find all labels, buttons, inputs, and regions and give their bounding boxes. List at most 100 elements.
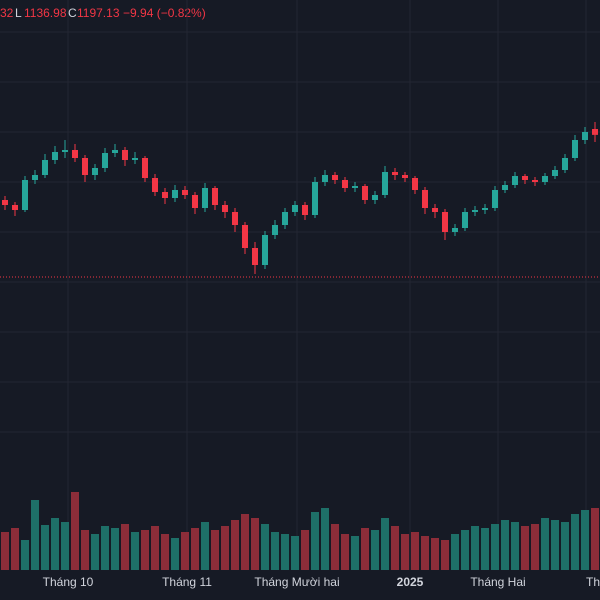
candle-body xyxy=(62,150,68,152)
volume-bar xyxy=(111,528,119,570)
candle-body xyxy=(152,178,158,192)
volume-bar xyxy=(231,520,239,570)
volume-bar xyxy=(551,520,559,570)
volume-bar xyxy=(41,525,49,570)
volume-bar xyxy=(391,526,399,570)
volume-bar xyxy=(91,534,99,570)
candle-body xyxy=(232,212,238,225)
candle-body xyxy=(322,175,328,182)
x-tick-label: Tháng 10 xyxy=(43,575,94,589)
x-tick-label: Tháng 11 xyxy=(162,575,212,589)
candle-body xyxy=(352,186,358,188)
volume-bar xyxy=(591,508,599,570)
volume-bar xyxy=(121,524,129,570)
candle-body xyxy=(462,212,468,228)
volume-bar xyxy=(11,528,19,570)
volume-bar xyxy=(521,526,529,570)
candle-body xyxy=(92,168,98,175)
candle-body xyxy=(562,158,568,170)
volume-bar xyxy=(181,532,189,570)
volume-bar xyxy=(141,530,149,570)
candle-body xyxy=(452,228,458,232)
volume-bar xyxy=(261,524,269,570)
volume-bar xyxy=(411,532,419,570)
x-tick-label: Tháng Mười hai xyxy=(254,575,339,589)
volume-bar xyxy=(331,524,339,570)
candle-body xyxy=(302,205,308,215)
volume-bar xyxy=(451,534,459,570)
header-partial: 32 xyxy=(0,6,14,20)
candle-body xyxy=(512,176,518,185)
header-low-label: L xyxy=(15,6,22,20)
candle-body xyxy=(372,195,378,200)
candle-body xyxy=(12,205,18,210)
volume-bar xyxy=(491,524,499,570)
candle-body xyxy=(442,212,448,232)
volume-bar xyxy=(61,522,69,570)
candle-body xyxy=(582,132,588,140)
volume-bar xyxy=(291,536,299,570)
candle-body xyxy=(362,186,368,200)
x-tick-label: Tháng Hai xyxy=(470,575,525,589)
volume-bar xyxy=(501,520,509,570)
candle-body xyxy=(172,190,178,198)
header-low: 1136.98 xyxy=(24,6,67,20)
volume-bar xyxy=(321,508,329,570)
volume-bar xyxy=(371,530,379,570)
candle-body xyxy=(32,175,38,180)
candle-body xyxy=(552,170,558,176)
volume-bar xyxy=(461,530,469,570)
candle-body xyxy=(72,150,78,158)
candle-body xyxy=(492,190,498,208)
header-close-label: C xyxy=(68,6,77,20)
volume-bar xyxy=(241,514,249,570)
volume-bar xyxy=(1,532,9,570)
candle-body xyxy=(282,212,288,225)
candle-body xyxy=(402,175,408,178)
candle-body xyxy=(572,140,578,158)
candle-body xyxy=(122,150,128,160)
volume-bar xyxy=(351,536,359,570)
candle-body xyxy=(222,205,228,212)
candle-body xyxy=(82,158,88,175)
volume-bar xyxy=(471,526,479,570)
candle-body xyxy=(292,205,298,212)
candle-body xyxy=(272,225,278,235)
volume-bar xyxy=(581,510,589,570)
volume-bar xyxy=(211,530,219,570)
volume-bar xyxy=(301,530,309,570)
candle-body xyxy=(202,188,208,208)
volume-bar xyxy=(191,528,199,570)
candle-body xyxy=(382,172,388,195)
volume-bar xyxy=(171,538,179,570)
candle-body xyxy=(592,129,598,135)
volume-bar xyxy=(71,492,79,570)
volume-bar xyxy=(311,512,319,570)
header-change: −9.94 (−0.82%) xyxy=(123,6,206,20)
candle-body xyxy=(42,160,48,175)
candle-body xyxy=(532,180,538,182)
candle-body xyxy=(412,178,418,190)
volume-bar xyxy=(401,534,409,570)
candle-body xyxy=(192,195,198,208)
candle-body xyxy=(472,210,478,212)
candle-body xyxy=(522,176,528,180)
candle-body xyxy=(342,180,348,188)
volume-bar xyxy=(571,514,579,570)
candle-body xyxy=(162,192,168,198)
volume-bar xyxy=(251,518,259,570)
volume-bar xyxy=(81,530,89,570)
volume-bar xyxy=(161,534,169,570)
volume-bar xyxy=(481,528,489,570)
x-tick-label: Thá xyxy=(586,575,600,589)
volume-bar xyxy=(511,522,519,570)
candle-body xyxy=(182,190,188,195)
candle-body xyxy=(102,153,108,168)
volume-bar xyxy=(101,526,109,570)
candle-body xyxy=(22,180,28,210)
candle-body xyxy=(142,158,148,178)
volume-bar xyxy=(541,518,549,570)
candle-body xyxy=(392,172,398,175)
